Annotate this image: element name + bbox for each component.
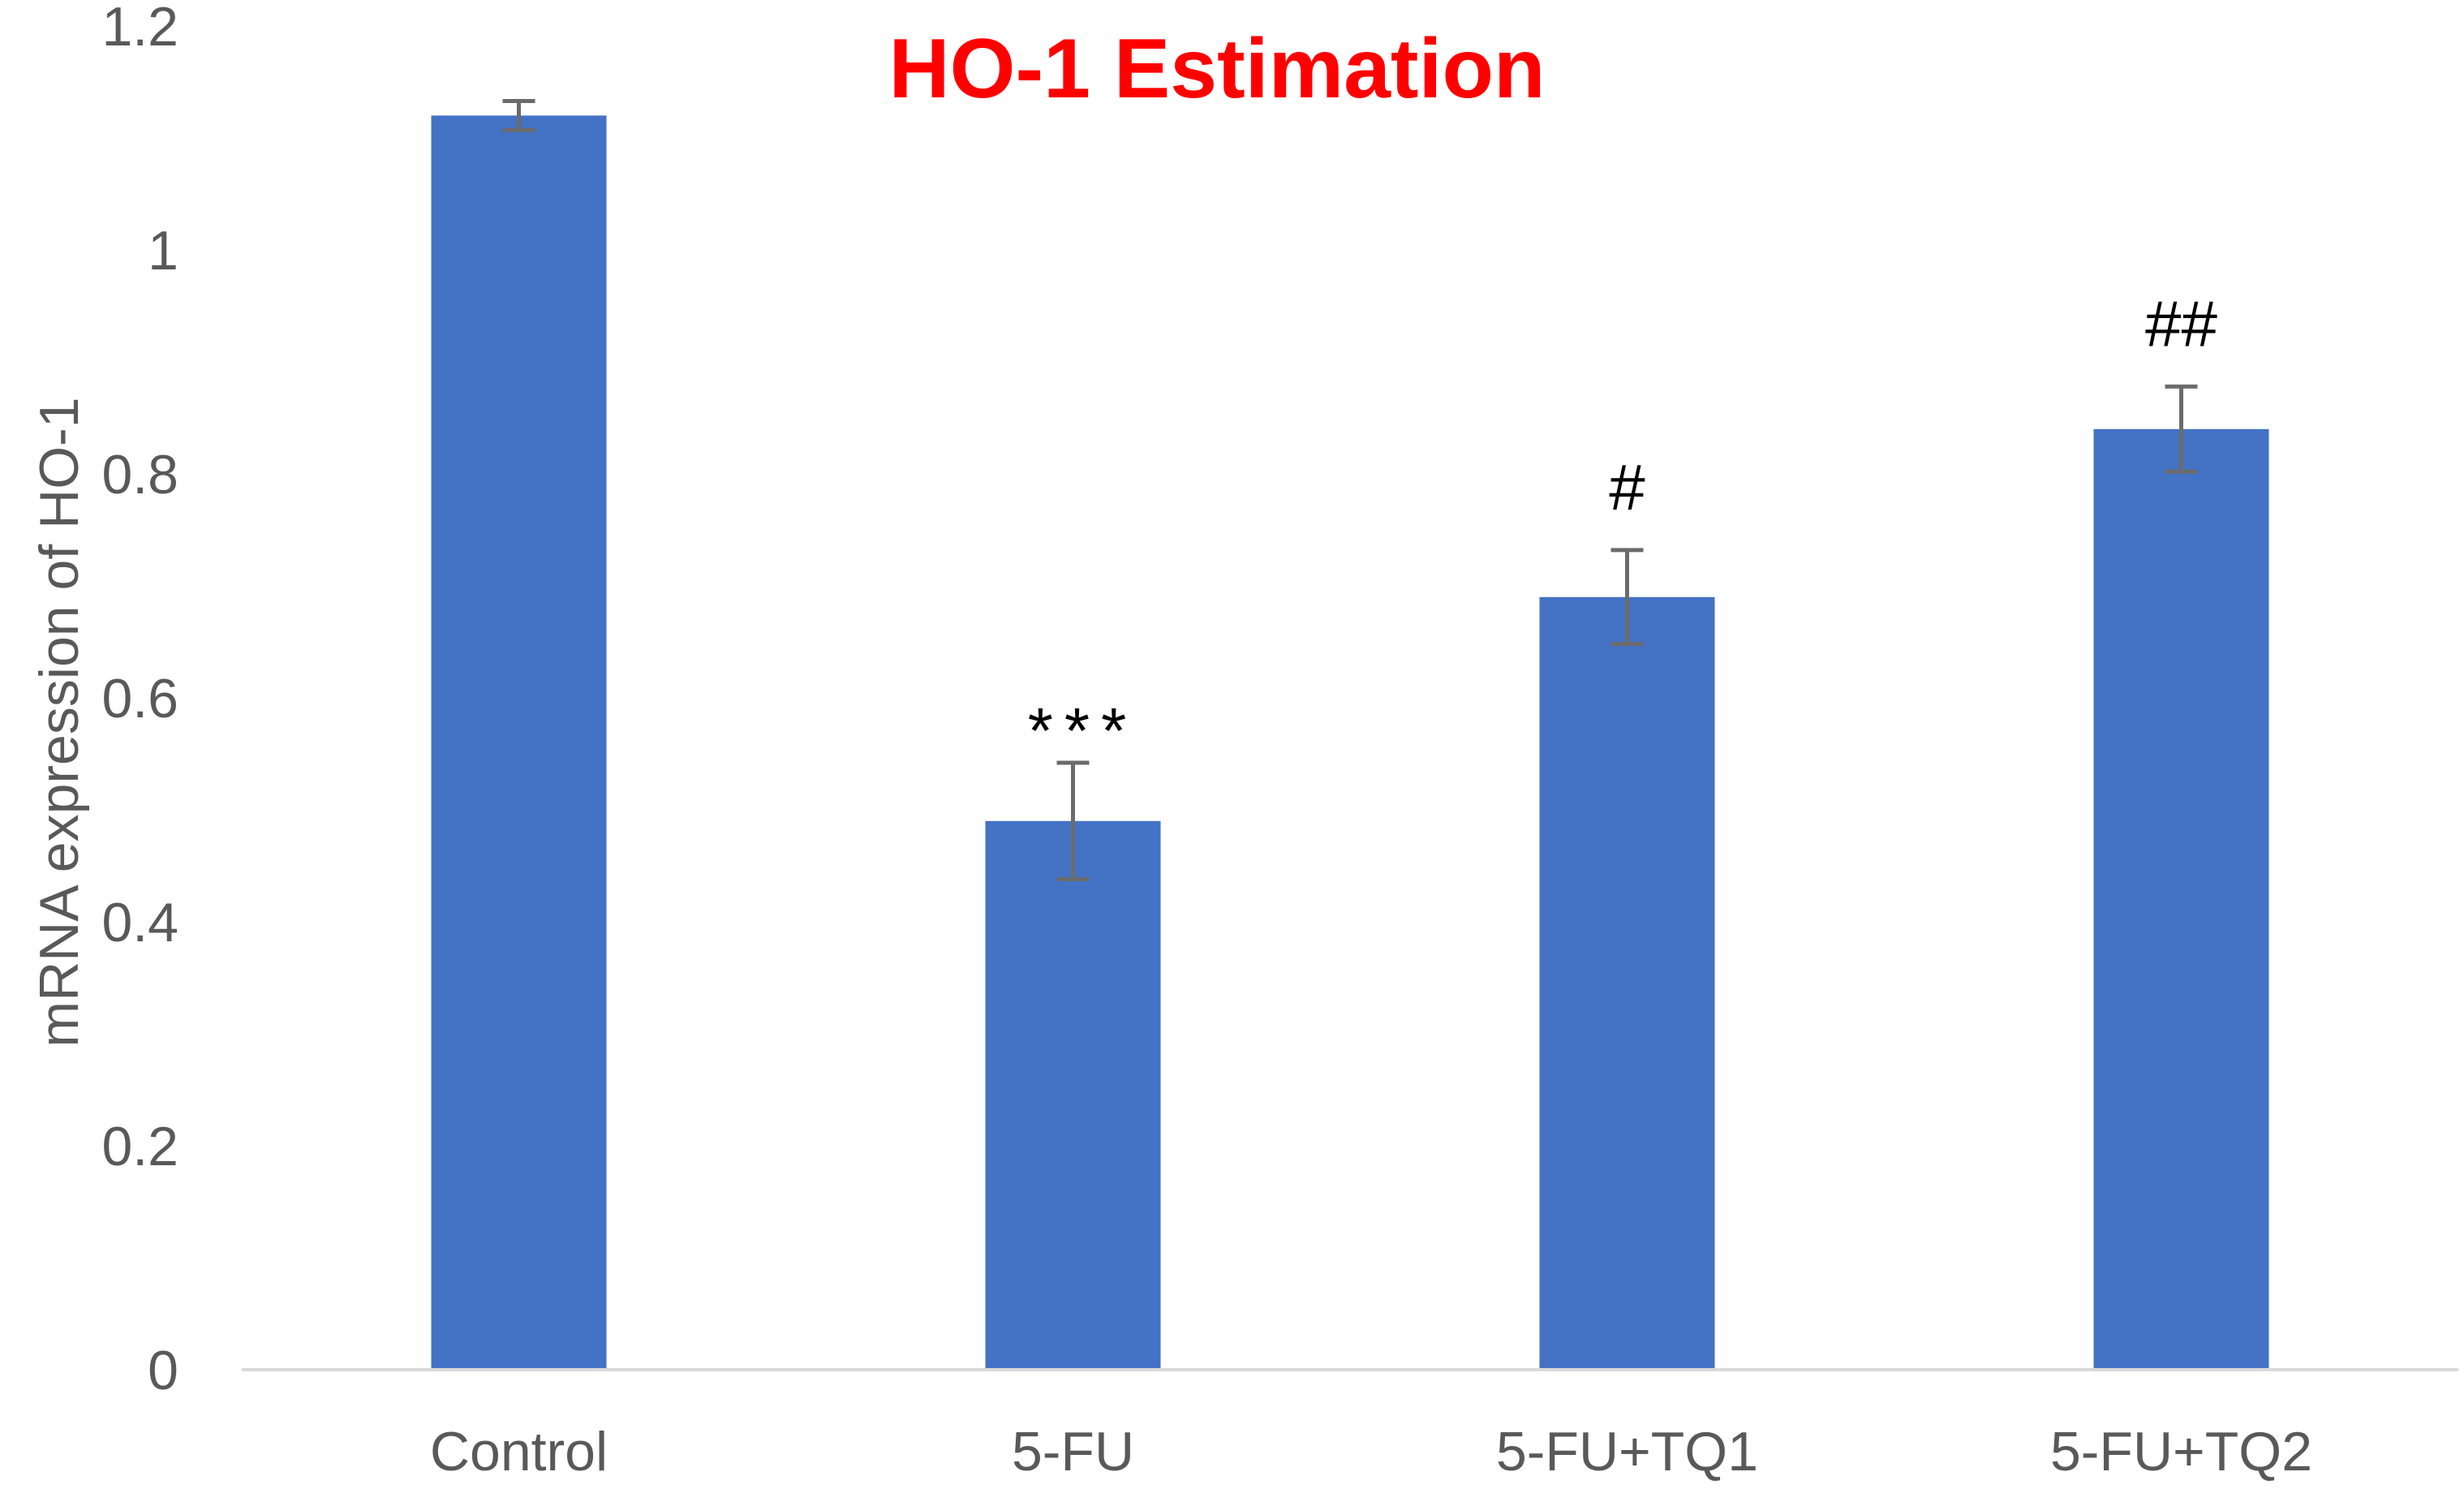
bars [431, 115, 2269, 1370]
error-bar [2165, 384, 2198, 474]
error-bar [1056, 760, 1090, 882]
x-tick-label: 5-FU [1012, 1421, 1134, 1483]
x-tick-label: 5-FU+TQ1 [1496, 1421, 1758, 1483]
y-tick-label: 0.8 [101, 444, 178, 506]
bar [2093, 428, 2269, 1370]
error-bar [1610, 548, 1644, 647]
y-tick-label: 0.4 [101, 892, 178, 953]
y-tick-label: 1.2 [101, 0, 178, 58]
y-tick-label: 0 [148, 1340, 178, 1401]
chart-title: HO-1 Estimation [889, 22, 1546, 116]
significance-labels: ***### [1028, 287, 2218, 767]
bar [431, 115, 607, 1370]
error-bar [502, 98, 535, 132]
y-axis-title: mRNA expression of HO-1 [28, 397, 90, 1047]
x-tick-label: 5-FU+TQ2 [2050, 1421, 2312, 1483]
y-tick-label: 1 [148, 220, 178, 282]
bar [1539, 596, 1715, 1370]
error-bars [502, 98, 2198, 882]
significance-label: # [1609, 451, 1645, 523]
significance-label: *** [1028, 695, 1137, 767]
x-axis-labels: Control 5-FU 5-FU+TQ1 5-FU+TQ2 [430, 1421, 2312, 1483]
x-tick-label: Control [430, 1421, 608, 1483]
significance-label: ## [2145, 287, 2217, 359]
y-tick-label: 0.6 [101, 668, 178, 729]
bar [985, 820, 1161, 1370]
y-tick-label: 0.2 [101, 1116, 178, 1177]
y-axis-ticks: 0 0.2 0.4 0.6 0.8 1 1.2 [101, 0, 178, 1401]
